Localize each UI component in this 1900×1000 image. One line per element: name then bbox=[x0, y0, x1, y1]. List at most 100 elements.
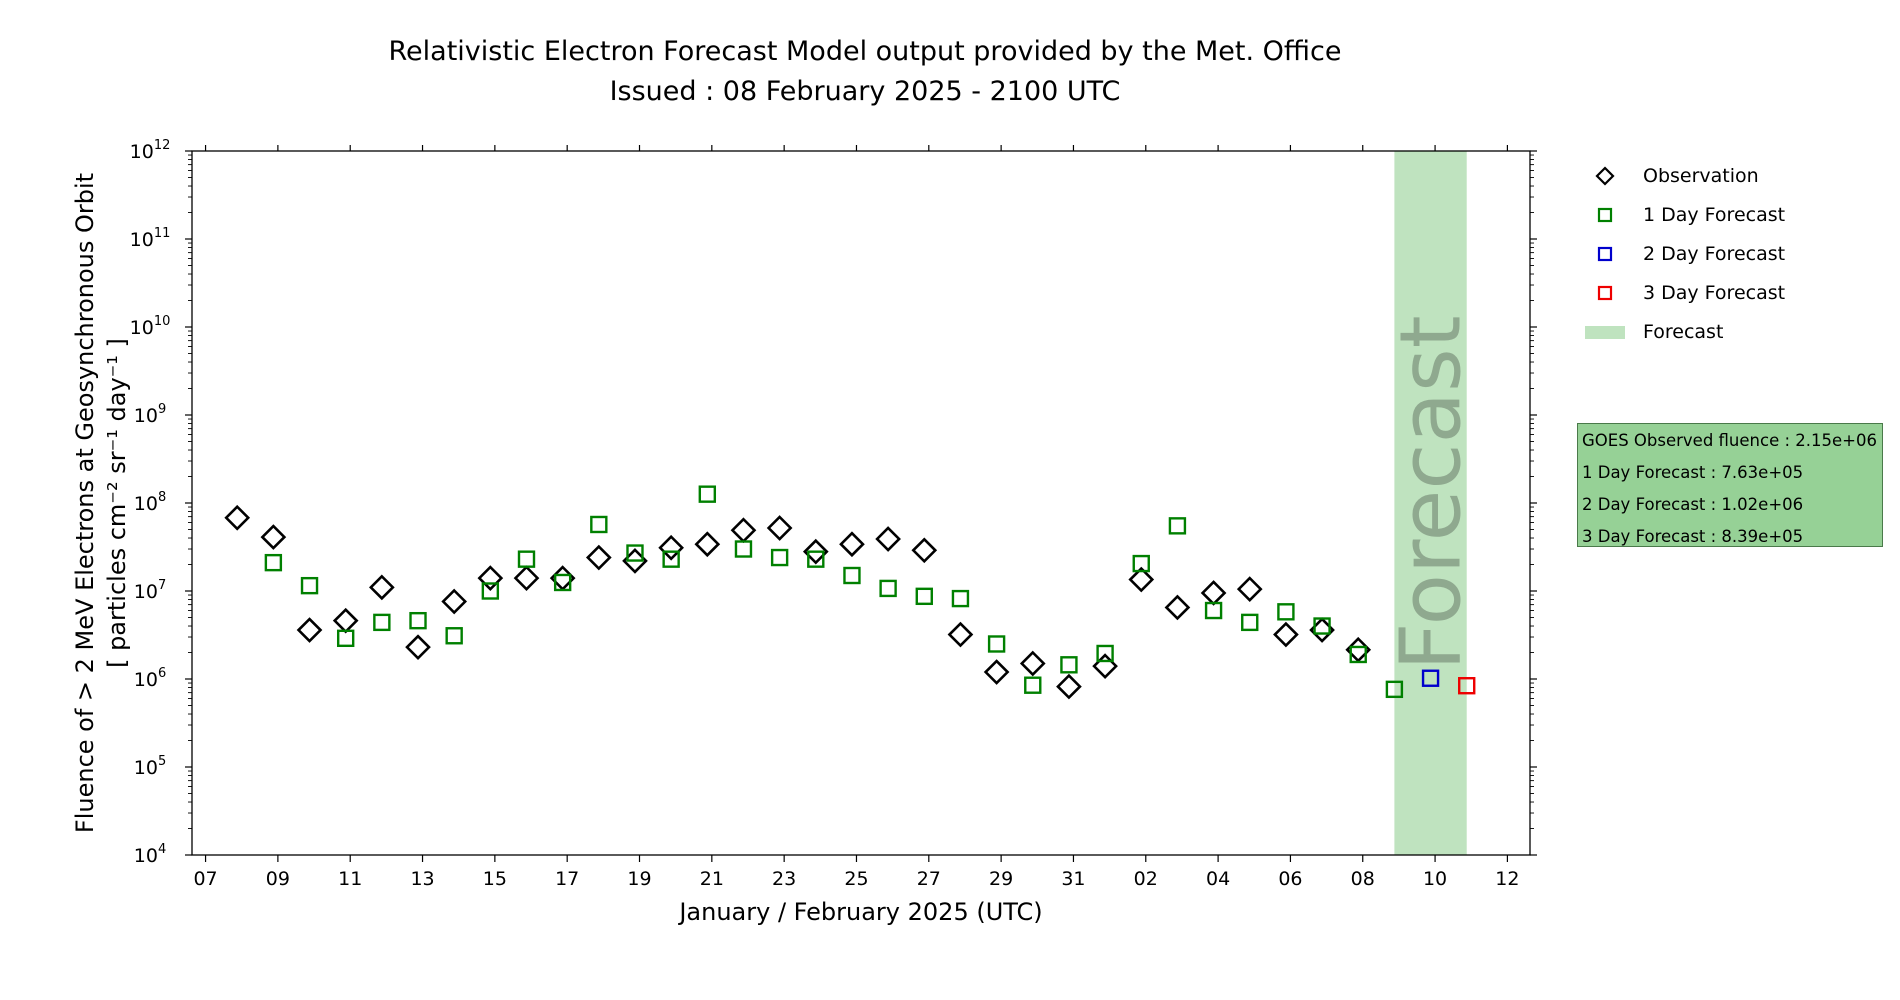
1-day-forecast-point bbox=[373, 613, 391, 632]
1-day-forecast-point bbox=[517, 550, 536, 568]
observation-point bbox=[1092, 653, 1118, 679]
observation-point bbox=[441, 588, 468, 615]
y-tick-label: 105 bbox=[134, 754, 166, 779]
1-day-forecast-point bbox=[662, 550, 680, 568]
observation-point bbox=[1200, 580, 1227, 606]
1-day-forecast-point bbox=[1241, 613, 1259, 632]
observation-point bbox=[802, 538, 829, 565]
y-tick-label: 104 bbox=[134, 842, 166, 867]
observation-point bbox=[658, 534, 684, 561]
observation-point bbox=[1128, 566, 1155, 593]
y-tick-label: 106 bbox=[134, 666, 166, 691]
x-tick-label: 13 bbox=[410, 868, 434, 890]
observation-point bbox=[911, 537, 938, 564]
band-swatch-icon bbox=[1585, 326, 1625, 339]
chart-title-line1: Relativistic Electron Forecast Model out… bbox=[388, 36, 1342, 67]
1-day-forecast-point bbox=[951, 589, 970, 608]
1-day-forecast-point bbox=[1204, 601, 1223, 620]
x-axis-label: January / February 2025 (UTC) bbox=[677, 898, 1042, 926]
legend-label: 3 Day Forecast bbox=[1643, 282, 1786, 304]
observation-point bbox=[1056, 673, 1082, 700]
observation-point bbox=[369, 574, 395, 601]
y-tick-label: 1010 bbox=[130, 314, 171, 339]
observation-point bbox=[947, 621, 974, 648]
observation-point bbox=[766, 515, 793, 541]
observation-point bbox=[332, 607, 359, 634]
x-tick-label: 29 bbox=[989, 868, 1013, 890]
x-tick-label: 27 bbox=[917, 868, 941, 890]
observation-point bbox=[585, 544, 612, 571]
y-tick-label: 107 bbox=[134, 578, 166, 603]
1-day-forecast-point bbox=[1024, 676, 1042, 694]
1-day-forecast-point bbox=[1168, 517, 1187, 535]
1-day-forecast-point bbox=[843, 566, 861, 585]
x-tick-label: 25 bbox=[844, 868, 868, 890]
observation-point bbox=[983, 659, 1010, 685]
1-day-forecast-point bbox=[1060, 656, 1078, 674]
forecast-band-label: Forecast bbox=[1382, 315, 1480, 670]
x-tick-label: 07 bbox=[193, 868, 217, 890]
x-tick-label: 19 bbox=[627, 868, 651, 890]
x-tick-label: 08 bbox=[1351, 868, 1375, 890]
blue-square-marker-icon bbox=[1597, 246, 1613, 262]
observation-point bbox=[260, 524, 287, 550]
observation-point bbox=[296, 617, 323, 643]
1-day-forecast-point bbox=[698, 485, 717, 503]
x-tick-label: 12 bbox=[1495, 868, 1519, 890]
fluence-info-box: GOES Observed fluence : 2.15e+06 1 Day F… bbox=[1577, 423, 1883, 547]
legend-label: Forecast bbox=[1643, 321, 1724, 343]
3-day-forecast-point bbox=[1458, 677, 1476, 695]
1-day-forecast-point bbox=[1096, 644, 1114, 663]
observation-point bbox=[224, 504, 251, 531]
x-tick-label: 02 bbox=[1134, 868, 1158, 890]
1-day-forecast-point bbox=[1132, 554, 1150, 573]
observation-point bbox=[1164, 594, 1191, 621]
green-square-marker-icon bbox=[1597, 207, 1613, 223]
observation-point bbox=[477, 565, 504, 591]
y-axis-label-line2: [ particles cm⁻² sr⁻¹ day⁻¹ ] bbox=[103, 338, 131, 668]
legend-label: 2 Day Forecast bbox=[1643, 243, 1786, 265]
chart-title-line2: Issued : 08 February 2025 - 2100 UTC bbox=[609, 76, 1121, 107]
observation-point bbox=[1236, 576, 1263, 602]
x-tick-label: 09 bbox=[266, 868, 290, 890]
observation-point bbox=[1273, 621, 1299, 648]
x-tick-label: 06 bbox=[1278, 868, 1302, 890]
y-tick-label: 1011 bbox=[130, 226, 171, 251]
legend-label: 1 Day Forecast bbox=[1643, 204, 1786, 226]
1-day-forecast-point bbox=[734, 540, 753, 558]
observation-point bbox=[405, 634, 431, 661]
x-tick-label: 11 bbox=[338, 868, 362, 890]
observation-point bbox=[839, 531, 865, 558]
1-day-forecast-point bbox=[553, 573, 572, 592]
plot-frame bbox=[191, 150, 1531, 856]
y-tick-label: 108 bbox=[134, 490, 166, 515]
1-day-forecast-point bbox=[409, 611, 427, 630]
diamond-marker-icon bbox=[1595, 166, 1615, 186]
1-day-forecast-point bbox=[1349, 645, 1367, 664]
info-observed-fluence: GOES Observed fluence : 2.15e+06 bbox=[1582, 431, 1877, 450]
y-tick-label: 109 bbox=[134, 402, 166, 427]
1-day-forecast-point bbox=[807, 550, 825, 568]
observation-point bbox=[730, 517, 757, 544]
1-day-forecast-point bbox=[626, 544, 644, 562]
legend-label: Observation bbox=[1643, 165, 1759, 187]
1-day-forecast-point bbox=[264, 553, 283, 572]
observation-point bbox=[875, 526, 901, 552]
y-tick-label: 1012 bbox=[130, 138, 171, 163]
x-tick-label: 23 bbox=[772, 868, 796, 890]
forecast-band bbox=[1394, 151, 1467, 855]
1-day-forecast-point bbox=[1277, 603, 1295, 621]
1-day-forecast-point bbox=[590, 515, 608, 534]
info-1day-forecast: 1 Day Forecast : 7.63e+05 bbox=[1582, 463, 1804, 482]
1-day-forecast-point bbox=[336, 629, 355, 648]
observation-point bbox=[1019, 650, 1046, 677]
1-day-forecast-point bbox=[300, 576, 319, 595]
1-day-forecast-point bbox=[879, 579, 897, 598]
x-tick-label: 17 bbox=[555, 868, 579, 890]
1-day-forecast-point bbox=[1385, 680, 1404, 699]
y-axis-label-line1: Fluence of > 2 MeV Electrons at Geosynch… bbox=[71, 173, 99, 833]
2-day-forecast-point bbox=[1421, 669, 1440, 687]
x-tick-label: 04 bbox=[1206, 868, 1230, 890]
1-day-forecast-point bbox=[987, 635, 1006, 653]
